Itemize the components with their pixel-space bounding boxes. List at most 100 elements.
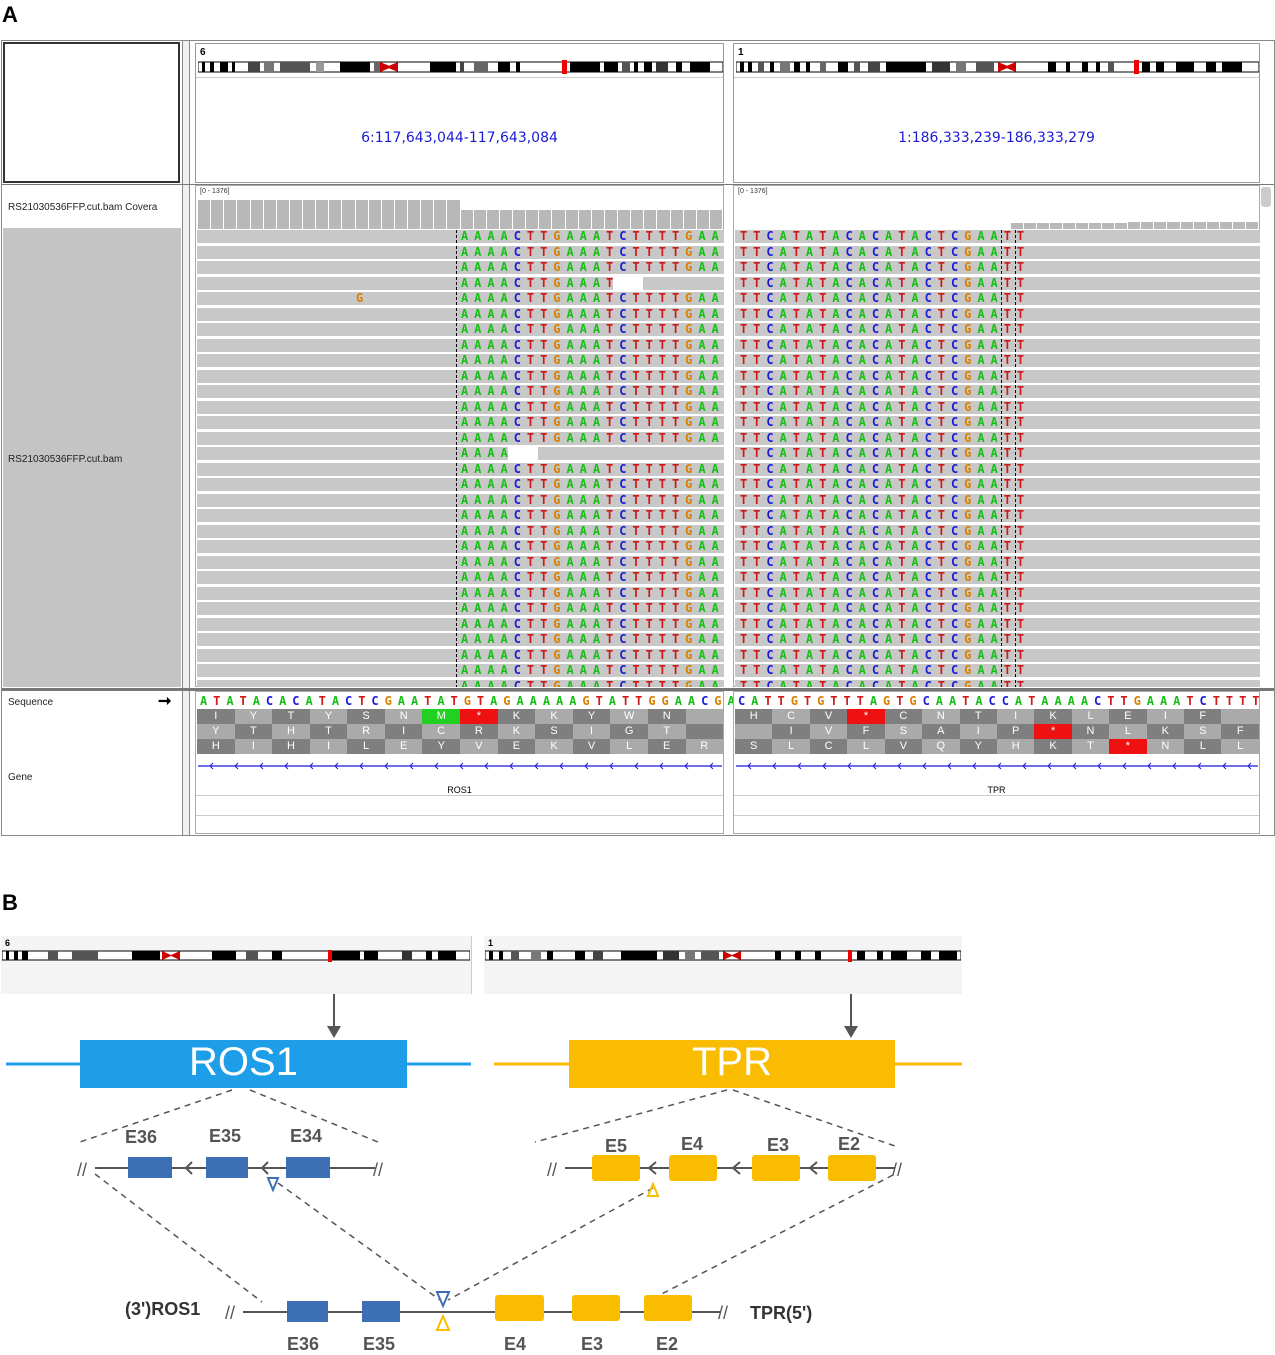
tpr-gene-box xyxy=(569,1040,895,1088)
track-name-panel xyxy=(3,228,181,687)
read-row[interactable]: AAAACTTGAAATCTTTTGAAC xyxy=(197,648,724,662)
read-row[interactable]: AAAACTTGAAATCTTTTGAAC xyxy=(197,586,724,600)
ros1-exon-structure: // // xyxy=(77,1157,383,1193)
chr1-ideogram[interactable] xyxy=(736,60,1259,74)
read-row[interactable]: AAAACTTGAAATCTTTTGAAC xyxy=(197,633,724,646)
fusion-transcript: // // xyxy=(225,1291,728,1331)
read-row[interactable]: AAAACTTGAAATCTTTTGAAC xyxy=(197,509,724,522)
read-row[interactable]: AAAACTTGAAATCTTTTGAAC xyxy=(197,462,724,476)
left-read-alignments[interactable]: AAAACTTGAAATCTTTTGAAC AAAACTTGAAATCTTTTGA… xyxy=(197,230,724,687)
read-row[interactable]: AAAACTTGAAATCTTTTGAAC xyxy=(197,230,724,243)
svg-text://: // xyxy=(718,1303,728,1323)
tpr-exon-structure: // // xyxy=(547,1155,902,1197)
read-row[interactable]: AAAACTTGAAATCTTTTGAAC xyxy=(197,245,724,259)
left-gene-name[interactable]: ROS1 xyxy=(447,785,472,795)
read-row[interactable]: AAAACTTGAAATCTTTTGAAC xyxy=(197,571,724,584)
left-locus-text[interactable]: 6:117,643,044-117,643,084 xyxy=(361,130,558,146)
vertical-scrollbar[interactable] xyxy=(1261,187,1271,207)
read-row[interactable]: AAAACTTGAAATCTTTTGAAC xyxy=(197,416,724,429)
fusion-left-label: (3')ROS1 xyxy=(125,1299,201,1319)
fusion-diagram: // // // // // // xyxy=(6,994,962,1331)
coverage-track-label[interactable]: RS21030536FFP.cut.bam Covera xyxy=(8,202,158,213)
chr1-label: 1 xyxy=(738,47,744,58)
chr6-ideogram[interactable] xyxy=(198,60,723,74)
read-row[interactable]: AAAACTTGAAATCTTTTGAAC xyxy=(197,617,724,631)
alignment-track-label[interactable]: RS21030536FFP.cut.bam xyxy=(8,454,123,465)
read-row[interactable]: AAAACTTGAAATCTTTTGAAC xyxy=(197,478,724,491)
ros1-exon-e36: E36 xyxy=(125,1127,158,1147)
read-row[interactable]: AAAACTTGAAATCTTTTGAAC xyxy=(197,307,724,321)
read-row[interactable]: AAAACTTGAAATCTTTTGAAC xyxy=(197,369,724,383)
right-coverage-bars[interactable] xyxy=(736,199,1259,229)
read-row[interactable]: AAAACTTGAAATCTTTTGAAC xyxy=(197,679,724,687)
read-row[interactable]: AAAACTTGAAATCTTTTGAAC xyxy=(197,602,724,615)
strand-arrow-icon[interactable]: ➞ xyxy=(158,693,172,710)
read-row[interactable]: AAAACTTGAAATCTTTTGAAC xyxy=(197,338,724,352)
read-row[interactable]: AAAACTTGAAATCTTTTGAAC xyxy=(197,664,724,677)
read-row[interactable]: AAAACTTGAAATCTTTTGAAC xyxy=(197,555,724,569)
gene-track-label[interactable]: Gene xyxy=(8,772,33,783)
igv-window: 6 6:117,643,044-117,643,084 1 xyxy=(1,40,1275,836)
read-row[interactable]: AAAACTTGAAATCTTTTGAACG xyxy=(197,292,724,305)
ros1-gene-title: ROS1 xyxy=(189,1040,298,1084)
read-row[interactable]: AAAACTTGAAATCTTTTGAAC xyxy=(197,323,724,336)
fusion-exon-e35: E35 xyxy=(363,1334,396,1354)
coverage-name-cell[interactable] xyxy=(3,186,181,228)
read-row[interactable]: AAAACTTGAAATCTTTTGAAC xyxy=(197,540,724,553)
left-gene-model[interactable] xyxy=(198,762,722,770)
read-row[interactable]: AAAACTTGAAATCTTTTGAAC xyxy=(197,524,724,538)
read-row[interactable]: AAAACTTGAAATCTTTTGAAC xyxy=(197,400,724,414)
sequence-track-label[interactable]: Sequence xyxy=(8,697,54,708)
left-coverage-bars[interactable] xyxy=(198,199,723,229)
right-locus-text[interactable]: 1:186,333,239-186,333,279 xyxy=(898,130,1095,146)
right-gene-model[interactable] xyxy=(736,762,1258,770)
chr1-b-label: 1 xyxy=(488,938,494,948)
read-row[interactable]: AAAACTTGAAATCTTTTGAAC xyxy=(197,385,724,398)
svg-text://: // xyxy=(77,1160,87,1180)
chr6-b-ideogram xyxy=(2,950,470,962)
read-row[interactable]: AAAACTTGAAATCTTTTGAAC xyxy=(197,261,724,274)
read-row[interactable]: AAAACTTGAAATCTTTTGAAC xyxy=(197,493,724,507)
chr6-b-label: 6 xyxy=(5,938,11,948)
fusion-exon-e3: E3 xyxy=(581,1334,604,1354)
fusion-exon-e2: E2 xyxy=(656,1334,679,1354)
read-row[interactable]: AAAACTTGAAATCTTTTGAAC xyxy=(197,354,724,367)
right-gene-name[interactable]: TPR xyxy=(987,785,1006,795)
read-row[interactable]: AAAACTTGAAATCTTTTGAAC xyxy=(197,431,724,445)
